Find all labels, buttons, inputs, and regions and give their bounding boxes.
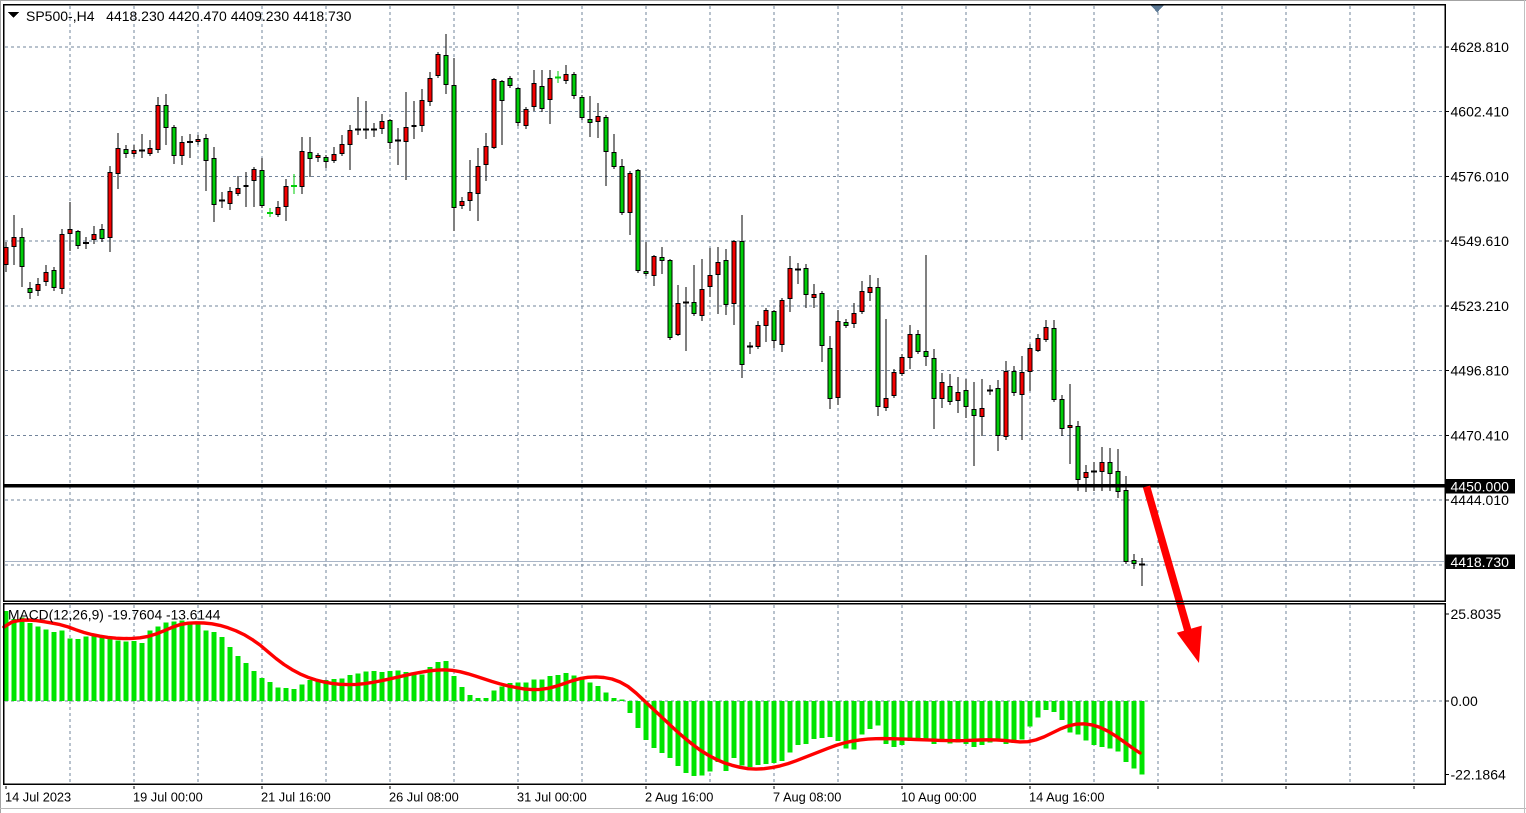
svg-text:10 Aug 00:00: 10 Aug 00:00 (901, 790, 976, 805)
svg-text:26 Jul 08:00: 26 Jul 08:00 (389, 790, 459, 805)
svg-text:21 Jul 16:00: 21 Jul 16:00 (261, 790, 331, 805)
svg-text:-22.1864: -22.1864 (1451, 766, 1506, 782)
svg-text:4602.410: 4602.410 (1451, 104, 1510, 120)
svg-text:2 Aug 16:00: 2 Aug 16:00 (645, 790, 713, 805)
svg-text:4496.810: 4496.810 (1451, 363, 1510, 379)
svg-text:25.8035: 25.8035 (1451, 606, 1502, 622)
svg-text:4470.410: 4470.410 (1451, 427, 1510, 443)
svg-text:MACD(12,26,9) -19.7604 -13.614: MACD(12,26,9) -19.7604 -13.6144 (8, 608, 221, 623)
svg-text:4523.210: 4523.210 (1451, 298, 1510, 314)
svg-text:4576.010: 4576.010 (1451, 168, 1510, 184)
svg-text:31 Jul 00:00: 31 Jul 00:00 (517, 790, 587, 805)
svg-text:14 Jul 2023: 14 Jul 2023 (5, 790, 71, 805)
svg-text:7 Aug 08:00: 7 Aug 08:00 (773, 790, 841, 805)
svg-text:14 Aug 16:00: 14 Aug 16:00 (1029, 790, 1104, 805)
svg-text:SP500-,H4 4418.230 4420.470: SP500-,H4 4418.230 4420.470 4409.230 441… (26, 8, 352, 24)
svg-text:4418.730: 4418.730 (1451, 554, 1510, 570)
svg-text:19 Jul 00:00: 19 Jul 00:00 (133, 790, 203, 805)
svg-text:4628.810: 4628.810 (1451, 39, 1510, 55)
svg-text:0.00: 0.00 (1451, 693, 1478, 709)
svg-text:4549.610: 4549.610 (1451, 233, 1510, 249)
svg-text:4450.000: 4450.000 (1451, 478, 1510, 494)
svg-text:4444.010: 4444.010 (1451, 492, 1510, 508)
